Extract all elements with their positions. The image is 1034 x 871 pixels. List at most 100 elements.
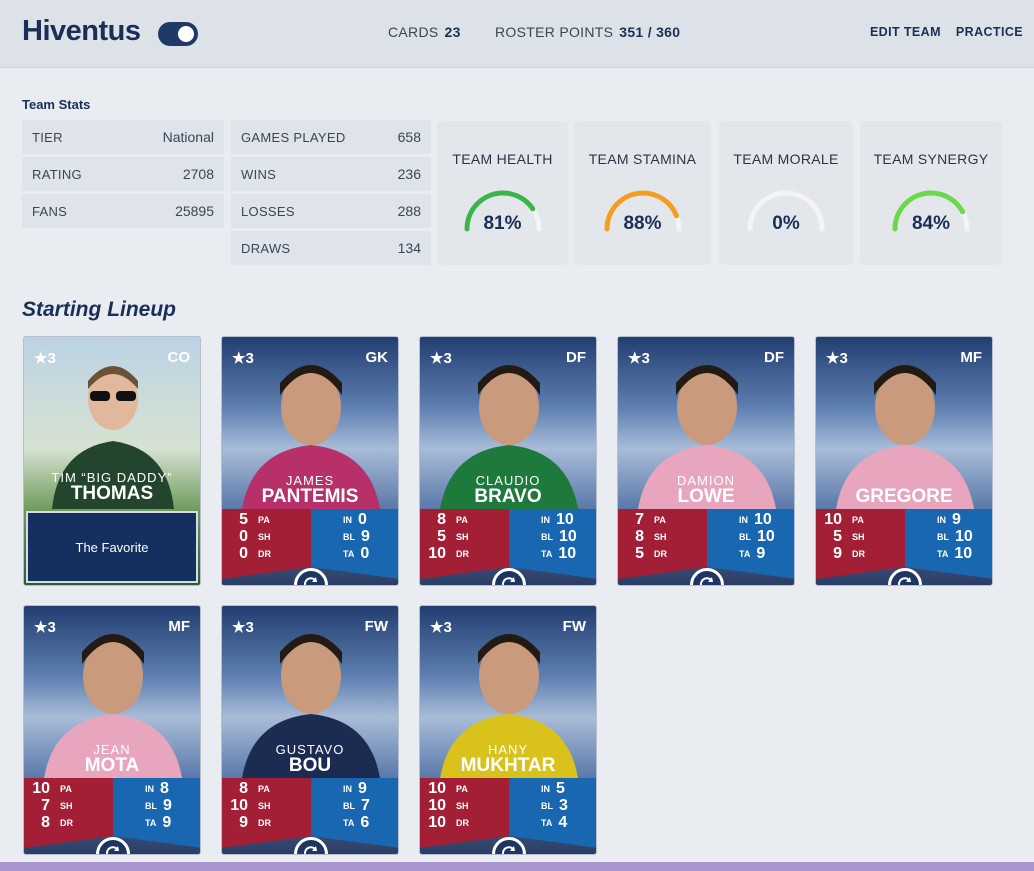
swap-icon [303,846,318,854]
player-first-name: GUSTAVO [275,742,345,757]
player-card[interactable]: ★3 FW GUSTAVO BOU 8 PA 10 SH 9 DR IN 9 BL 7 TA 6 [221,605,399,855]
stat-ta: TA 10 [541,544,577,562]
player-photo-icon [44,634,182,778]
player-first-name: HANY [487,742,529,757]
player-position: FW [562,618,586,635]
top-links: EDIT TEAM PRACTICE [870,25,1023,39]
player-last-name: MOTA [84,755,140,776]
team-name: Hiventus [22,15,141,47]
player-last-name: LOWE [677,486,735,507]
coach-photo-icon [52,366,174,509]
stat-draws: DRAWS 134 [231,231,431,265]
player-first-name: JAMES [285,473,335,488]
coach-first-name: TIM “BIG DADDY” [51,470,173,485]
stat-fans: FANS 25895 [22,194,224,228]
player-card[interactable]: ★3 FW HANY MUKHTAR 10 PA 10 SH 10 DR IN 5 BL 3 TA 4 [419,605,597,855]
player-stats: 8 PA 10 SH 9 DR IN 9 BL 7 TA 6 [222,778,398,848]
player-photo-icon [440,634,578,778]
coach-card[interactable]: ★3 CO TIM “BIG DADDY” THOMAS The Favorit… [23,336,201,586]
player-card[interactable]: ★3 MF JEAN MOTA 10 PA 7 SH 8 DR IN 8 BL 9 TA 9 [23,605,201,855]
stat-in: IN 9 [343,779,367,797]
stat-in: IN 9 [937,510,961,528]
player-photo-icon [836,365,974,509]
stat-pa: 5 PA [239,510,270,528]
stat-sh: 0 SH [239,527,271,545]
player-stats: 10 PA 10 SH 10 DR IN 5 BL 3 TA 4 [420,778,596,848]
stat-dr: 9 DR [833,544,865,562]
stat-dr: 10 DR [428,813,469,831]
player-stats: 10 PA 5 SH 9 DR IN 9 BL 10 TA 10 [816,509,992,579]
player-first-name: JEAN [93,742,131,757]
cards-count: CARDS 23 [388,24,461,40]
player-last-name: GREGORE [855,486,953,507]
player-card[interactable]: ★3 MF GREGORE 10 PA 5 SH 9 DR IN 9 BL 10 TA 10 [815,336,993,586]
swap-icon [501,846,516,854]
gauge-team-stamina: TEAM STAMINA 88% [574,121,711,265]
player-card[interactable]: ★3 DF CLAUDIO BRAVO 8 PA 5 SH 10 DR IN 10 BL 10 TA 10 [419,336,597,586]
team-stats-title: Team Stats [22,97,91,112]
gauge-team-morale: TEAM MORALE 0% [719,121,853,265]
swap-icon [501,577,516,585]
stat-bl: BL 7 [343,796,370,814]
stat-dr: 8 DR [41,813,73,831]
stat-dr: 0 DR [239,544,271,562]
swap-player-button[interactable] [96,837,130,854]
stat-sh: 5 SH [437,527,469,545]
gauge-value: 88% [623,213,662,234]
player-stars: ★3 [430,619,452,636]
gauge-label: TEAM STAMINA [588,151,697,167]
gauge-arc [892,190,970,232]
stat-bl: BL 10 [937,527,973,545]
starting-lineup-title: Starting Lineup [22,298,176,321]
toggle-knob [178,26,194,42]
player-stats: 8 PA 5 SH 10 DR IN 10 BL 10 TA 10 [420,509,596,579]
stat-in: IN 8 [145,779,169,797]
stat-tier: TIER National [22,120,224,154]
swap-icon [897,577,912,585]
stat-ta: TA 4 [541,813,568,831]
stat-bl: BL 10 [739,527,775,545]
stat-pa: 8 PA [239,779,270,797]
stat-rating: RATING 2708 [22,157,224,191]
gauge-arc [747,190,825,232]
stat-pa: 10 PA [32,779,72,797]
gauge-label: TEAM SYNERGY [873,151,989,167]
practice-link[interactable]: PRACTICE [955,25,1023,39]
player-position: DF [566,349,586,366]
player-last-name: MUKHTAR [460,755,556,776]
player-card[interactable]: ★3 DF DAMION LOWE 7 PA 8 SH 5 DR IN 10 BL 10 TA 9 [617,336,795,586]
team-toggle-switch[interactable] [158,22,198,46]
player-card[interactable]: ★3 GK JAMES PANTEMIS 5 PA 0 SH 0 DR IN 0 BL 9 TA 0 [221,336,399,586]
stat-in: IN 10 [541,510,574,528]
stat-dr: 9 DR [239,813,271,831]
swap-icon [699,577,714,585]
stat-pa: 8 PA [437,510,468,528]
stat-ta: TA 9 [145,813,172,831]
stat-sh: 10 SH [428,796,469,814]
stat-bl: BL 10 [541,527,577,545]
player-first-name: CLAUDIO [475,473,541,488]
stat-in: IN 10 [739,510,772,528]
player-position: GK [365,349,389,366]
player-photo-icon [638,365,776,509]
player-photo-icon [242,365,380,509]
gauge-label: TEAM MORALE [733,151,839,167]
stat-dr: 10 DR [428,544,469,562]
player-position: MF [168,618,190,635]
player-stats: 5 PA 0 SH 0 DR IN 0 BL 9 TA 0 [222,509,398,579]
stat-in: IN 5 [541,779,565,797]
edit-team-link[interactable]: EDIT TEAM [869,25,941,39]
coach-trait: The Favorite [26,511,198,583]
stat-bl: BL 3 [541,796,568,814]
player-photo-icon [440,365,578,509]
stat-pa: 10 PA [428,779,468,797]
player-last-name: BOU [288,755,332,776]
gauge-arc [464,190,541,232]
coach-stars: ★3 [34,350,56,367]
stat-sh: 5 SH [833,527,865,545]
gauge-value: 0% [772,213,800,234]
stat-bl: BL 9 [343,527,370,545]
coach-position: CO [167,349,191,366]
swap-player-button[interactable] [690,568,724,585]
stat-ta: TA 6 [343,813,370,831]
